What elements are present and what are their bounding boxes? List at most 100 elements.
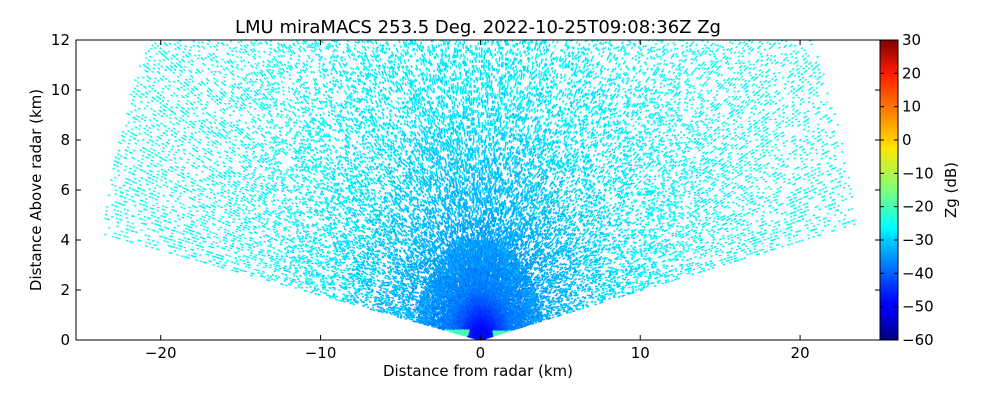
reflectivity-gate xyxy=(582,237,586,240)
reflectivity-gate xyxy=(716,201,720,204)
reflectivity-gate xyxy=(672,160,676,164)
reflectivity-gate xyxy=(696,250,700,253)
reflectivity-gate xyxy=(564,293,568,296)
reflectivity-gate xyxy=(758,157,762,160)
reflectivity-gate xyxy=(696,120,699,123)
reflectivity-gate xyxy=(662,164,666,167)
reflectivity-gate xyxy=(734,182,737,185)
reflectivity-gate xyxy=(664,267,668,270)
reflectivity-gate xyxy=(654,186,658,190)
reflectivity-gate xyxy=(557,285,561,288)
reflectivity-gate xyxy=(779,61,783,65)
reflectivity-gate xyxy=(694,248,698,251)
reflectivity-gate xyxy=(722,121,726,124)
reflectivity-gate xyxy=(773,154,777,157)
reflectivity-gate xyxy=(632,255,636,258)
reflectivity-gate xyxy=(740,75,744,79)
reflectivity-gate xyxy=(825,142,829,146)
reflectivity-gate xyxy=(793,217,796,220)
reflectivity-gate xyxy=(796,209,800,212)
reflectivity-gate xyxy=(690,140,694,144)
reflectivity-gate xyxy=(561,288,565,291)
reflectivity-gate xyxy=(816,127,820,130)
reflectivity-gate xyxy=(689,267,692,270)
reflectivity-gate xyxy=(706,194,709,197)
reflectivity-gate xyxy=(594,257,598,261)
reflectivity-gate xyxy=(612,296,616,299)
reflectivity-gate xyxy=(743,234,746,237)
reflectivity-gate xyxy=(742,99,746,103)
reflectivity-gate xyxy=(545,315,548,318)
reflectivity-gate xyxy=(569,273,573,276)
reflectivity-gate xyxy=(733,90,736,93)
reflectivity-gate xyxy=(605,290,609,293)
reflectivity-gate xyxy=(613,248,617,251)
reflectivity-gate xyxy=(669,210,672,214)
reflectivity-gate xyxy=(575,251,578,255)
reflectivity-gate xyxy=(798,219,802,222)
reflectivity-gate xyxy=(798,138,802,142)
reflectivity-gate xyxy=(685,136,689,140)
reflectivity-gate xyxy=(602,235,606,238)
reflectivity-gate xyxy=(717,128,721,132)
reflectivity-gate xyxy=(678,255,682,258)
reflectivity-gate xyxy=(726,166,730,169)
reflectivity-gate xyxy=(594,269,598,272)
reflectivity-gate xyxy=(752,119,756,123)
reflectivity-gate xyxy=(735,162,739,165)
reflectivity-gate xyxy=(745,187,749,191)
reflectivity-gate xyxy=(700,197,704,201)
reflectivity-gate xyxy=(679,159,683,163)
reflectivity-gate xyxy=(811,142,815,145)
reflectivity-gate xyxy=(693,161,696,165)
reflectivity-gate xyxy=(638,231,642,234)
reflectivity-gate xyxy=(576,285,580,289)
reflectivity-gate xyxy=(731,136,735,140)
reflectivity-gate xyxy=(810,42,813,46)
reflectivity-gate xyxy=(762,115,766,119)
reflectivity-gate xyxy=(665,161,669,165)
reflectivity-gate xyxy=(730,181,734,184)
reflectivity-gate xyxy=(718,162,722,166)
reflectivity-gate xyxy=(617,296,621,299)
reflectivity-gate xyxy=(711,187,715,191)
reflectivity-gate xyxy=(674,164,677,168)
reflectivity-gate xyxy=(792,176,796,179)
reflectivity-gate xyxy=(601,294,604,297)
reflectivity-gate xyxy=(782,177,786,180)
reflectivity-gate xyxy=(732,83,736,87)
reflectivity-gate xyxy=(550,275,554,279)
reflectivity-gate xyxy=(740,136,744,139)
reflectivity-gate xyxy=(749,240,752,243)
reflectivity-gate xyxy=(658,222,662,225)
reflectivity-gate xyxy=(664,154,668,158)
reflectivity-gate xyxy=(833,213,837,216)
reflectivity-gate xyxy=(764,167,768,170)
reflectivity-gate xyxy=(800,35,802,36)
reflectivity-gate xyxy=(739,238,742,241)
reflectivity-gate xyxy=(717,126,720,129)
reflectivity-gate xyxy=(754,244,758,247)
reflectivity-gate xyxy=(631,194,635,197)
reflectivity-gate xyxy=(694,140,698,143)
reflectivity-gate xyxy=(714,118,718,122)
reflectivity-gate xyxy=(659,228,663,231)
reflectivity-gate xyxy=(754,73,758,76)
reflectivity-gate xyxy=(636,187,640,190)
reflectivity-gate xyxy=(593,263,596,266)
reflectivity-gate xyxy=(560,305,563,308)
reflectivity-gate xyxy=(787,123,791,126)
reflectivity-gate xyxy=(698,168,702,171)
reflectivity-gate xyxy=(721,134,725,138)
reflectivity-gate xyxy=(563,306,567,309)
reflectivity-gate xyxy=(662,201,666,204)
reflectivity-gate xyxy=(656,268,660,271)
reflectivity-gate xyxy=(730,103,734,106)
reflectivity-gate xyxy=(621,251,624,254)
reflectivity-gate xyxy=(795,64,799,67)
reflectivity-gate xyxy=(847,220,851,223)
reflectivity-gate xyxy=(595,287,598,290)
reflectivity-gate xyxy=(667,172,671,176)
reflectivity-gate xyxy=(563,271,567,274)
reflectivity-gate xyxy=(792,204,796,207)
